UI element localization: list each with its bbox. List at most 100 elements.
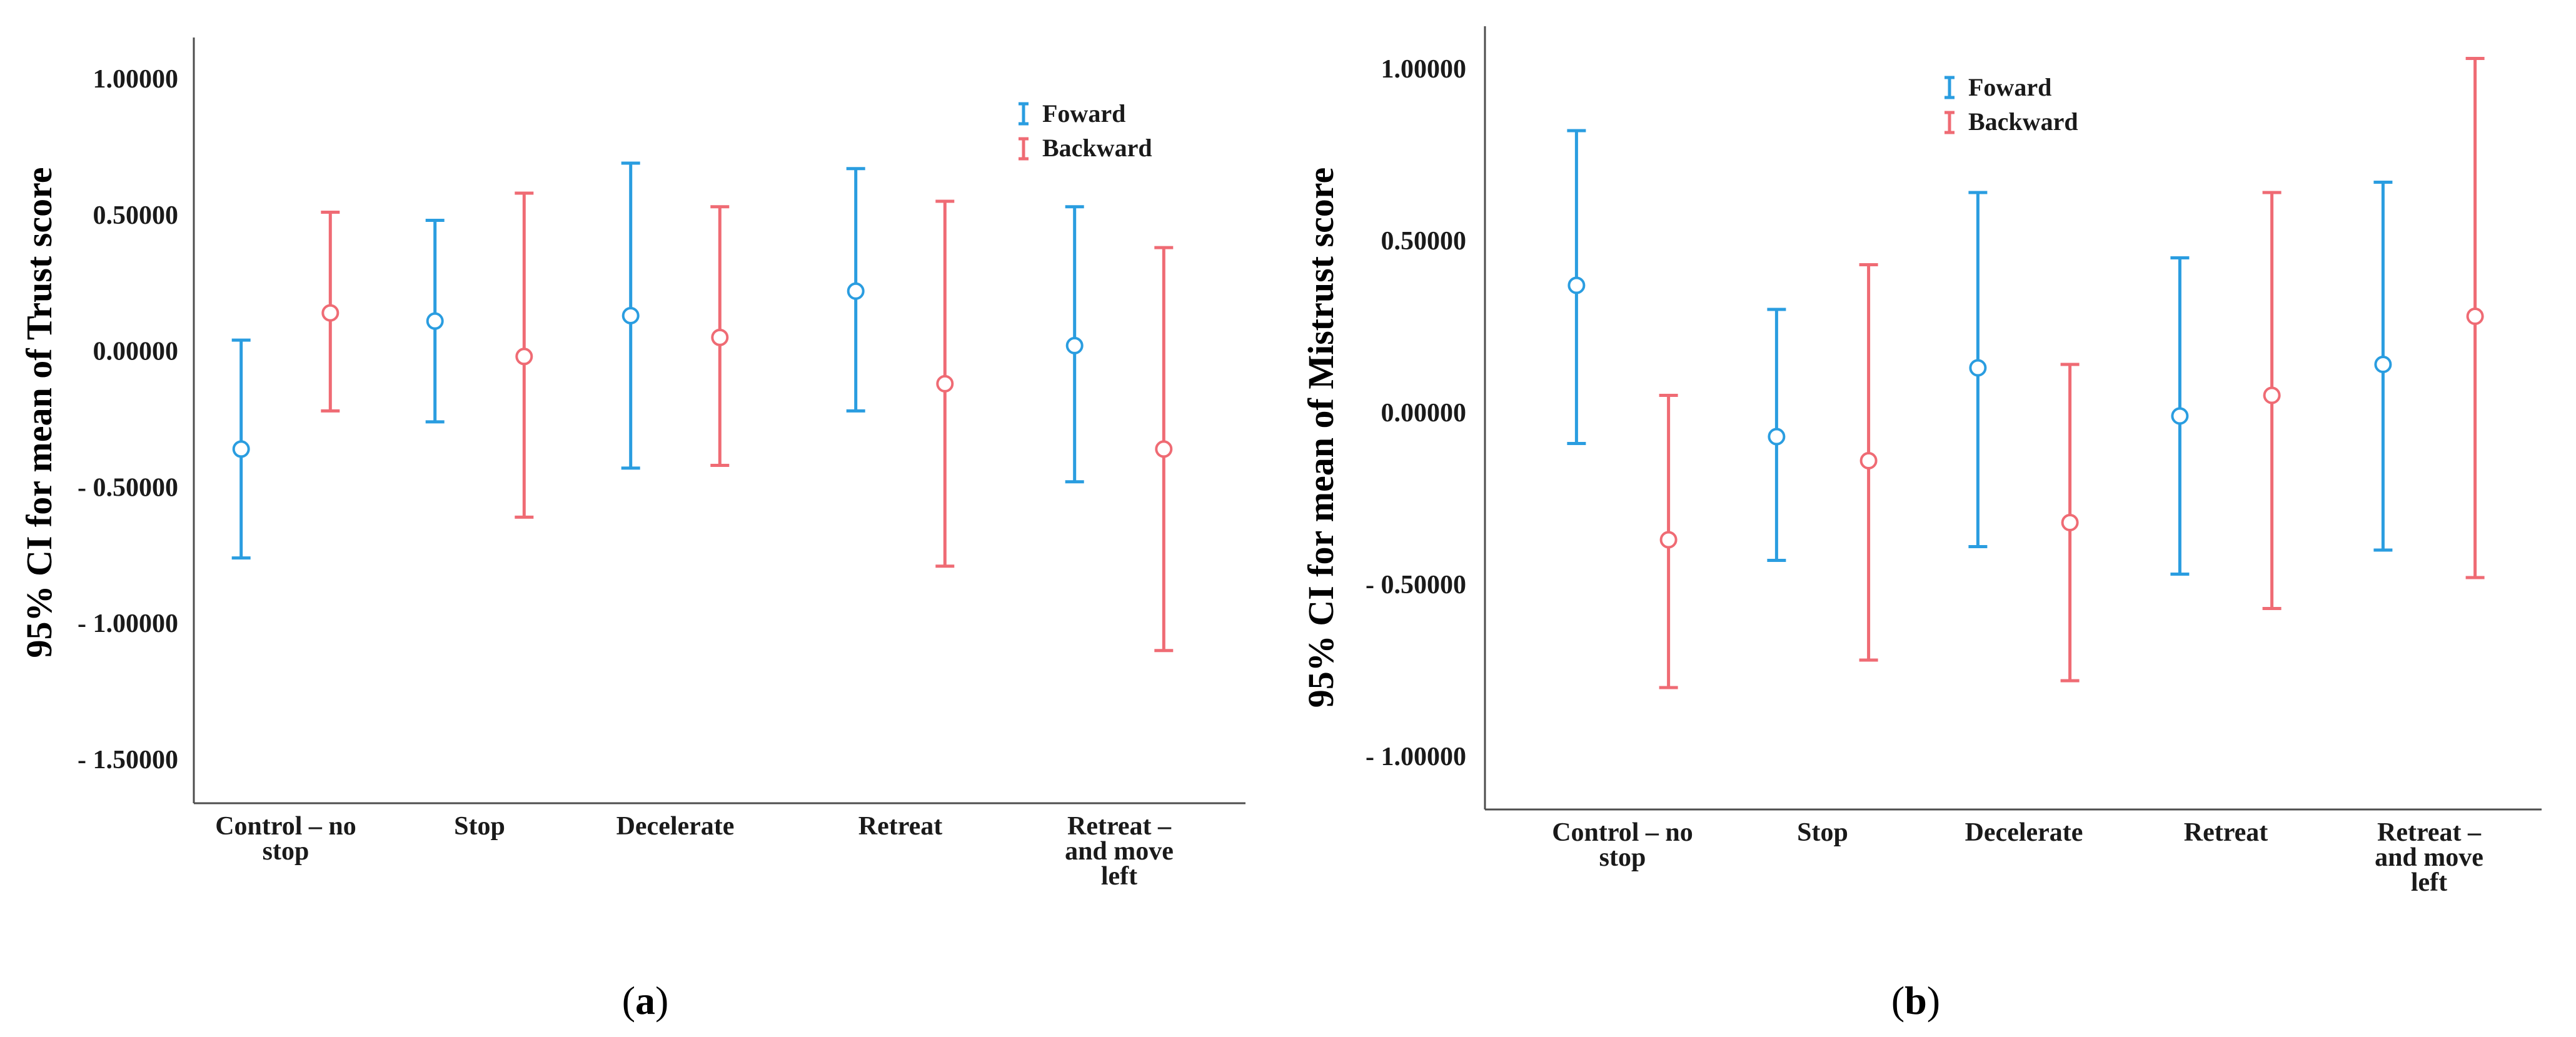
legend-entry-backward: Backward — [1945, 108, 2078, 136]
legend-swatch-backward — [1019, 137, 1029, 161]
error-bar — [1154, 246, 1174, 653]
x-category-label: Retreat — [2184, 818, 2268, 847]
legend-label-backward: Backward — [1968, 108, 2078, 136]
error-bar — [710, 205, 730, 468]
panel-label-open: ( — [622, 978, 635, 1023]
x-category-label-line: and move — [2375, 843, 2483, 872]
x-axis-categories: Control – no stop Stop Decelerate Retreat Ret… — [215, 812, 1174, 891]
x-category-label-line: stop — [1599, 843, 1646, 872]
axes — [193, 38, 1245, 804]
mean-marker — [515, 348, 533, 366]
mean-marker — [1155, 440, 1173, 458]
x-category-label-line: Retreat — [2184, 818, 2268, 847]
legend-entry-foward: Foward — [1019, 99, 1125, 128]
error-bar — [846, 167, 865, 413]
x-category-label: Control – no stop — [1552, 818, 1693, 872]
mean-marker — [847, 282, 865, 300]
mean-marker — [1768, 428, 1786, 446]
x-category-label: Retreat – and move left — [1065, 812, 1174, 891]
mean-marker — [1659, 531, 1678, 549]
panel-label-close: ) — [1927, 978, 1940, 1023]
error-bar — [425, 219, 445, 424]
legend-entry-backward: Backward — [1019, 134, 1152, 162]
x-category-label: Decelerate — [1965, 818, 2083, 847]
y-axis-ticks: 1.00000 0.50000 0.00000 - 0.50000 - 1.00000 -… — [78, 65, 178, 774]
legend-label-foward: Foward — [1042, 99, 1125, 128]
error-bar — [2465, 57, 2485, 579]
x-category-label: Decelerate — [616, 812, 735, 841]
mean-marker — [426, 312, 444, 330]
x-category-label-line: left — [1101, 862, 1137, 891]
error-bar — [1859, 263, 1878, 662]
y-axis-label: 95% CI for mean of Trust score — [19, 167, 59, 658]
error-bar — [621, 161, 640, 470]
legend: Foward Backward — [1019, 99, 1152, 162]
error-bar — [935, 199, 955, 568]
error-bar — [1767, 308, 1786, 562]
x-category-label-line: and move — [1065, 837, 1174, 866]
panel-label-close: ) — [655, 978, 668, 1023]
mean-marker — [621, 306, 640, 324]
series-group — [1567, 57, 2485, 689]
y-tick-label: - 1.00000 — [1366, 743, 1466, 771]
series-group — [231, 161, 1174, 653]
y-tick-label: 0.50000 — [93, 201, 179, 230]
x-category-label-line: Control – no — [215, 812, 356, 841]
series-foward — [1567, 129, 2393, 576]
x-category-label-line: Stop — [454, 812, 505, 841]
mean-marker — [936, 374, 954, 393]
panel-label-a: (a) — [622, 978, 669, 1023]
legend-label-foward: Foward — [1968, 73, 2051, 101]
trust-score-chart: 95% CI for mean of Trust score 1.00000 0.… — [19, 38, 1245, 891]
mean-marker — [1065, 336, 1084, 354]
error-bar — [515, 191, 534, 519]
series-foward — [231, 161, 1084, 560]
y-axis-label: 95% CI for mean of Mistrust score — [1301, 168, 1341, 708]
legend-swatch-backward — [1945, 111, 1955, 134]
x-category-label: Control – no stop — [215, 812, 356, 866]
x-category-label-line: Retreat – — [2377, 818, 2482, 847]
error-bar — [321, 210, 340, 413]
legend-swatch-foward — [1945, 76, 1955, 99]
x-category-label-line: Retreat – — [1067, 812, 1172, 841]
panel-label-b: (b) — [1891, 978, 1940, 1023]
mean-marker — [711, 328, 729, 346]
y-tick-label: 0.00000 — [1381, 399, 1467, 428]
legend: Foward Backward — [1945, 73, 2078, 136]
mean-marker — [1859, 452, 1878, 469]
x-category-label-line: Stop — [1797, 818, 1848, 847]
mistrust-score-chart: 95% CI for mean of Mistrust score 1.0000… — [1301, 26, 2542, 897]
mean-marker — [2171, 407, 2189, 425]
panel-label-open: ( — [1891, 978, 1904, 1023]
x-category-label-line: Decelerate — [1965, 818, 2083, 847]
error-bar — [1567, 129, 1586, 445]
series-backward — [321, 191, 1174, 653]
error-bar — [231, 338, 251, 560]
panel-label-letter: b — [1904, 978, 1927, 1023]
error-bar — [2373, 181, 2393, 552]
x-category-label: Retreat – and move left — [2375, 818, 2483, 897]
error-bar — [1659, 394, 1678, 689]
mean-marker — [1567, 276, 1586, 294]
y-tick-label: - 1.00000 — [78, 609, 178, 638]
mean-marker — [232, 440, 250, 458]
y-tick-label: 0.50000 — [1381, 227, 1467, 256]
series-backward — [1659, 57, 2485, 689]
y-tick-label: - 0.50000 — [78, 473, 178, 502]
y-axis-ticks: 1.00000 0.50000 0.00000 - 0.50000 - 1.00000 — [1366, 55, 1466, 771]
x-category-label-line: Retreat — [858, 812, 942, 841]
legend-entry-foward: Foward — [1945, 73, 2051, 101]
mean-marker — [2374, 356, 2392, 373]
x-category-label: Retreat — [858, 812, 942, 841]
error-bar — [2170, 256, 2190, 576]
axes — [1484, 26, 2542, 811]
x-category-label: Stop — [1797, 818, 1848, 847]
x-category-label: Stop — [454, 812, 505, 841]
y-tick-label: - 0.50000 — [1366, 571, 1466, 599]
y-tick-label: 0.00000 — [93, 338, 179, 366]
mean-marker — [1969, 359, 1987, 377]
error-bar — [2060, 363, 2080, 683]
mean-marker — [2466, 308, 2484, 325]
x-category-label-line: Control – no — [1552, 818, 1693, 847]
